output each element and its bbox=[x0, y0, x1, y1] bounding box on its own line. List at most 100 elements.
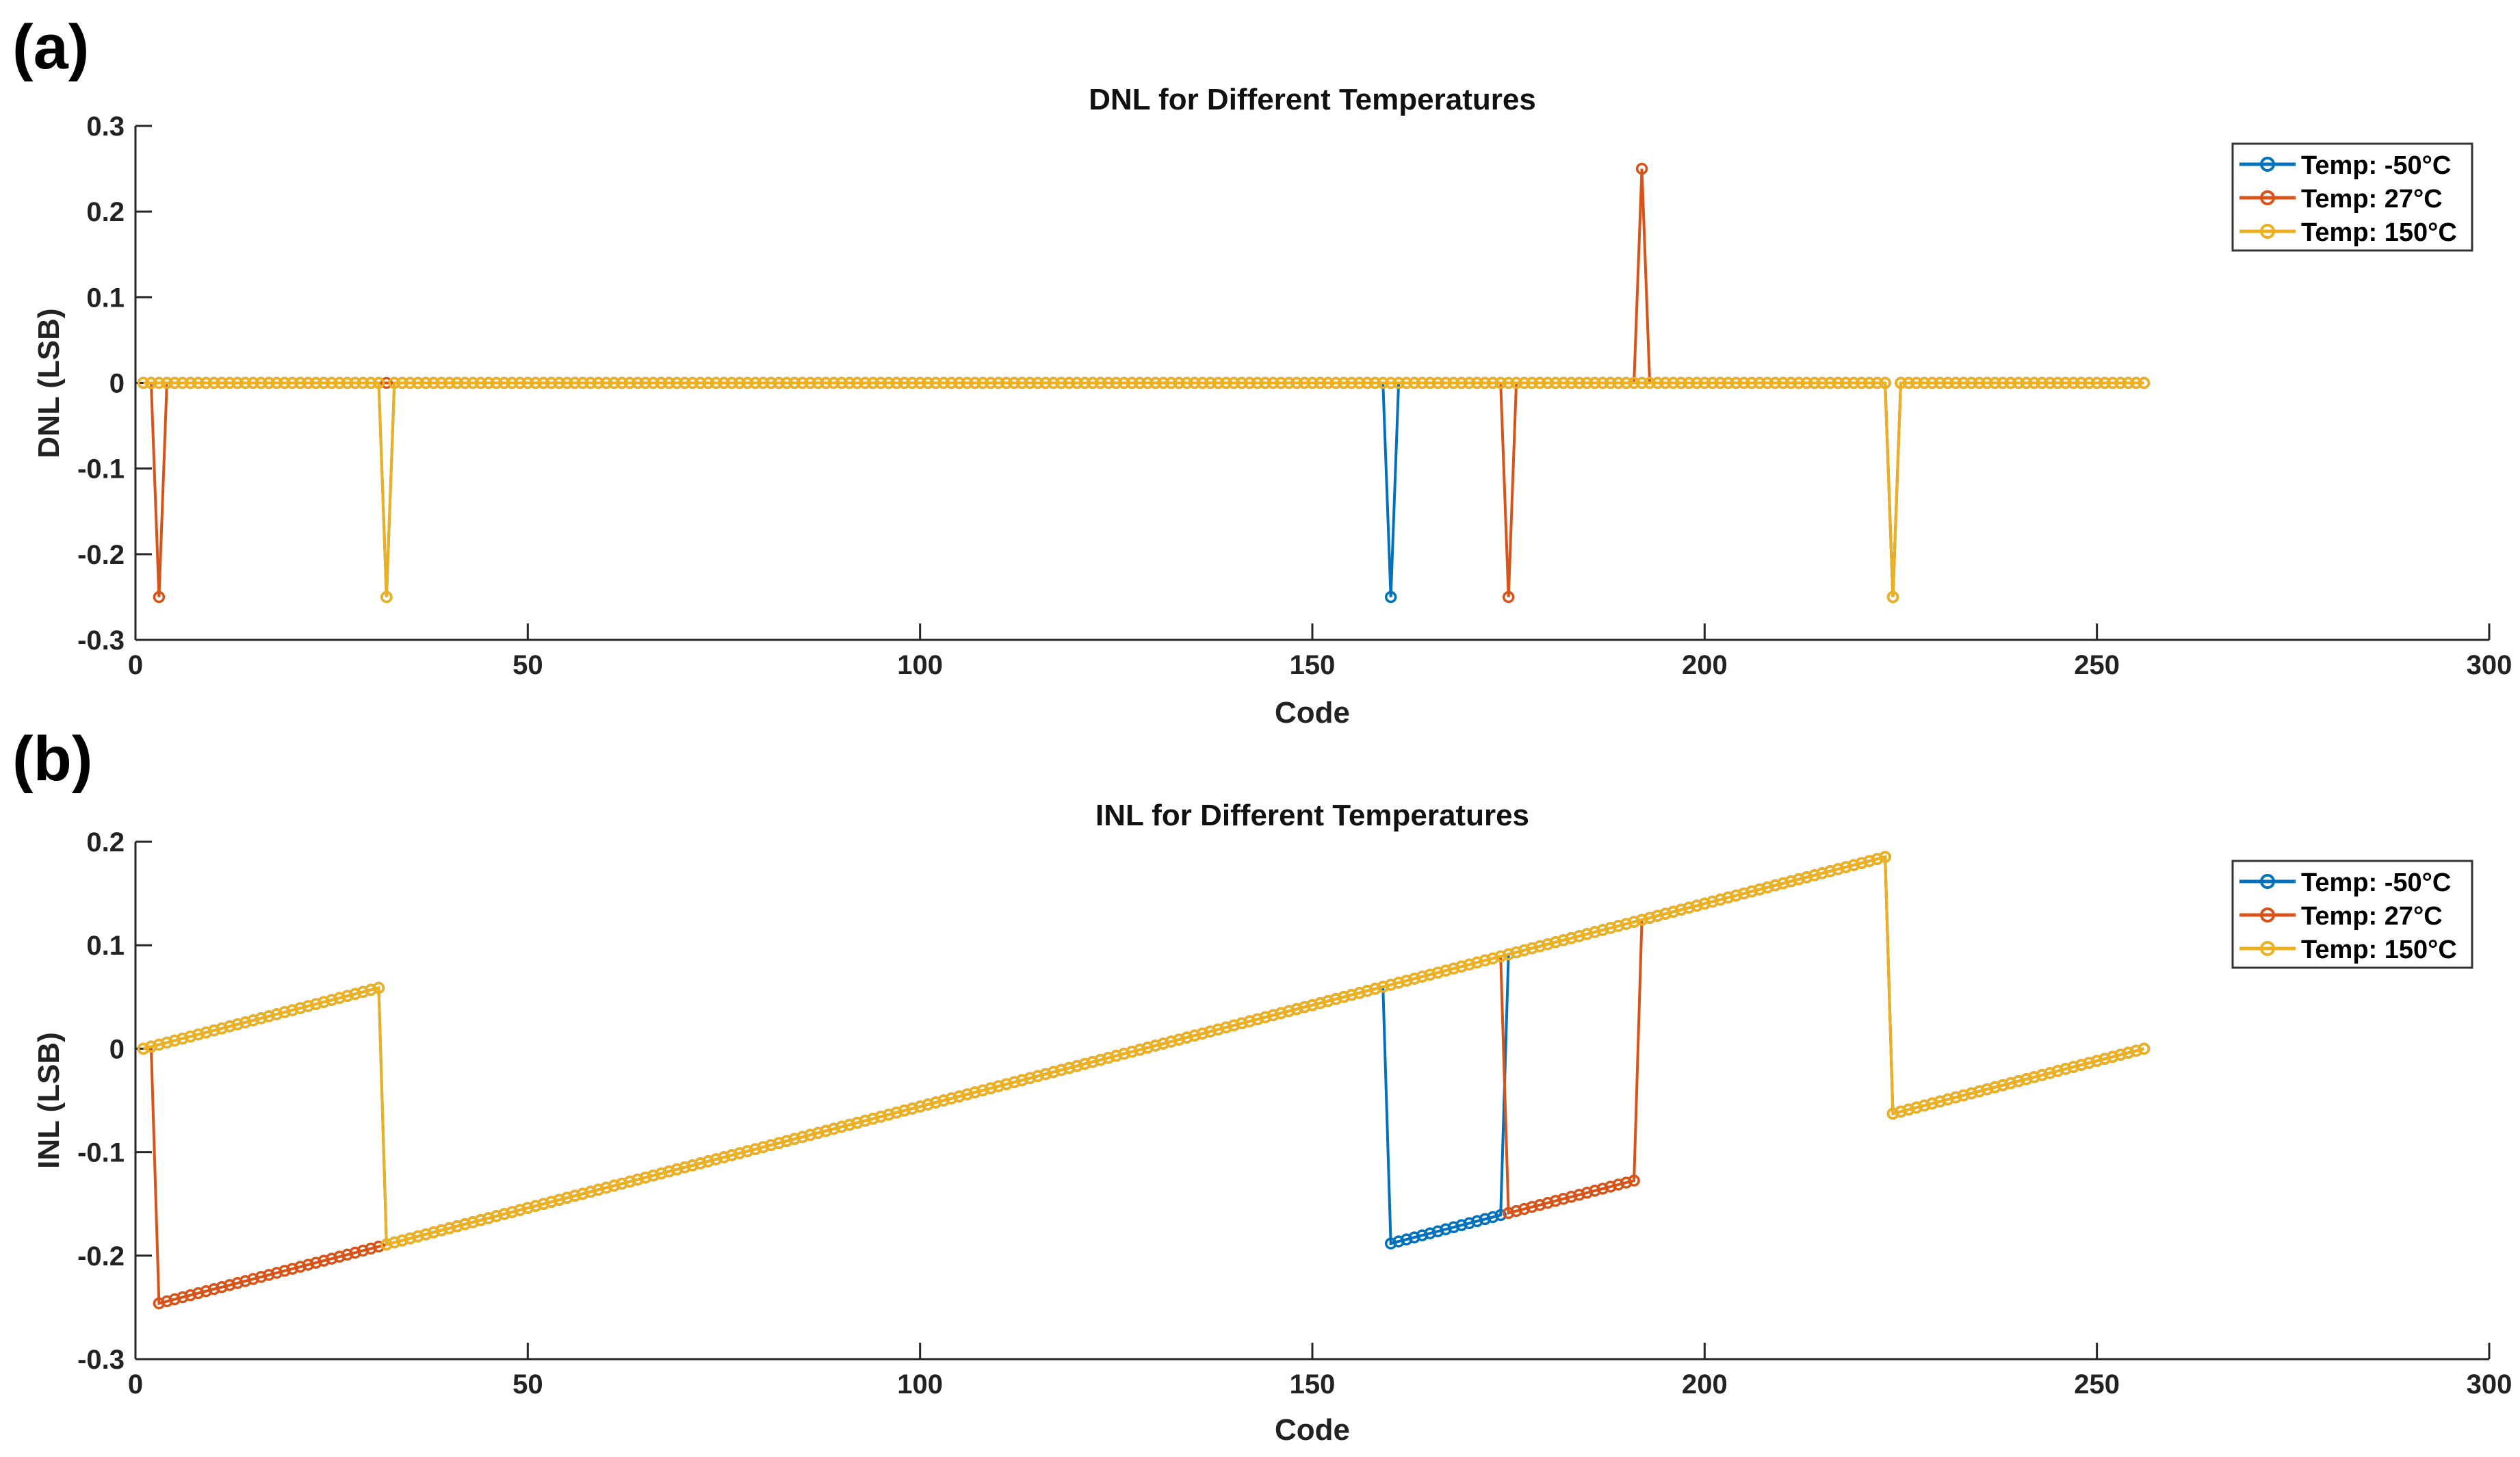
dnl-data-point bbox=[1847, 376, 1860, 389]
dnl-data-point bbox=[2138, 376, 2151, 389]
dnl-data-point bbox=[1816, 376, 1829, 389]
dnl-data-point bbox=[1251, 376, 1264, 389]
dnl-data-point bbox=[482, 376, 495, 389]
dnl-data-point bbox=[560, 376, 573, 389]
dnl-data-point bbox=[608, 376, 621, 389]
dnl-data-point bbox=[1714, 376, 1727, 389]
dnl-data-point bbox=[1416, 376, 1429, 389]
dnl-data-point bbox=[616, 376, 628, 389]
dnl-data-point bbox=[1533, 376, 1546, 389]
dnl-data-point bbox=[1463, 376, 1476, 389]
dnl-data-point bbox=[404, 376, 417, 389]
dnl-data-point bbox=[945, 376, 958, 389]
dnl-data-point bbox=[1659, 376, 1672, 389]
dnl-data-point bbox=[1988, 376, 2001, 389]
inl-data-point bbox=[2138, 1042, 2151, 1055]
dnl-data-point bbox=[1502, 591, 1515, 604]
dnl-data-point bbox=[757, 376, 770, 389]
dnl-series-2 bbox=[137, 376, 2151, 604]
inl-y-tick-label: -0.2 bbox=[77, 1241, 125, 1272]
dnl-data-point bbox=[1518, 376, 1531, 389]
dnl-data-point bbox=[1753, 376, 1766, 389]
dnl-data-point bbox=[1808, 376, 1821, 389]
dnl-data-point bbox=[1730, 376, 1742, 389]
dnl-data-point bbox=[506, 376, 519, 389]
dnl-data-point bbox=[1494, 376, 1507, 389]
dnl-data-point bbox=[521, 376, 534, 389]
dnl-data-point bbox=[1510, 376, 1522, 389]
dnl-data-point bbox=[1267, 376, 1280, 389]
dnl-data-point bbox=[1722, 376, 1735, 389]
inl-chart-title: INL for Different Temperatures bbox=[1095, 799, 1529, 832]
dnl-legend-label: Temp: 27°C bbox=[2301, 185, 2443, 214]
dnl-data-point bbox=[1542, 376, 1554, 389]
dnl-data-point bbox=[270, 376, 283, 389]
dnl-data-point bbox=[1644, 376, 1656, 389]
dnl-data-point bbox=[859, 376, 872, 389]
dnl-data-point bbox=[1502, 376, 1515, 389]
dnl-data-point bbox=[1243, 376, 1256, 389]
inl-series-2 bbox=[137, 851, 2151, 1251]
inl-y-tick-label: -0.3 bbox=[77, 1345, 125, 1375]
dnl-data-point bbox=[1651, 376, 1664, 389]
dnl-legend-marker-icon bbox=[2260, 224, 2275, 239]
dnl-data-point bbox=[592, 376, 605, 389]
dnl-data-point bbox=[1745, 376, 1758, 389]
dnl-data-point bbox=[2044, 376, 2056, 389]
dnl-data-point bbox=[1965, 376, 1977, 389]
inl-chart: INL for Different Temperatures Code INL … bbox=[32, 799, 2512, 1447]
dnl-legend: Temp: -50°C Temp: 27°C Temp: 150°C bbox=[2231, 142, 2473, 252]
dnl-data-point bbox=[1675, 376, 1687, 389]
dnl-data-point bbox=[161, 376, 173, 389]
dnl-data-point bbox=[2090, 376, 2103, 389]
dnl-data-point bbox=[1087, 376, 1099, 389]
dnl-data-point bbox=[1886, 591, 1899, 604]
dnl-data-point bbox=[1635, 376, 1648, 389]
dnl-data-point bbox=[239, 376, 252, 389]
dnl-data-point bbox=[530, 376, 542, 389]
dnl-data-point bbox=[474, 376, 487, 389]
dnl-data-point bbox=[1942, 376, 1954, 389]
dnl-data-point bbox=[443, 376, 456, 389]
dnl-data-point bbox=[1259, 376, 1271, 389]
dnl-y-tick-label: -0.3 bbox=[77, 626, 125, 656]
dnl-data-point bbox=[1431, 376, 1444, 389]
inl-legend-marker-icon bbox=[2260, 941, 2275, 956]
dnl-data-point bbox=[1212, 376, 1225, 389]
dnl-data-point bbox=[1290, 376, 1303, 389]
dnl-data-point bbox=[231, 376, 244, 389]
dnl-data-point bbox=[200, 376, 212, 389]
dnl-data-point bbox=[1227, 376, 1240, 389]
inl-y-tick-label: 0.2 bbox=[86, 827, 125, 858]
dnl-data-point bbox=[2028, 376, 2040, 389]
dnl-data-point bbox=[1133, 376, 1146, 389]
dnl-data-point bbox=[922, 376, 934, 389]
dnl-data-point bbox=[1698, 376, 1711, 389]
dnl-data-point bbox=[985, 376, 997, 389]
dnl-data-point bbox=[694, 376, 707, 389]
dnl-data-point bbox=[168, 376, 181, 389]
dnl-data-point bbox=[1604, 376, 1617, 389]
dnl-data-point bbox=[1589, 376, 1601, 389]
inl-x-tick-label: 50 bbox=[512, 1369, 543, 1400]
dnl-data-point bbox=[1895, 376, 1907, 389]
dnl-data-point bbox=[1063, 376, 1076, 389]
dnl-data-point bbox=[1392, 376, 1405, 389]
dnl-data-point bbox=[1400, 376, 1413, 389]
dnl-y-tick-label: 0 bbox=[109, 369, 125, 399]
inl-y-tick-label: -0.1 bbox=[77, 1138, 125, 1168]
dnl-data-point bbox=[341, 376, 354, 389]
dnl-x-tick-label: 150 bbox=[1290, 650, 1336, 680]
dnl-data-point bbox=[851, 376, 863, 389]
dnl-data-point bbox=[835, 376, 848, 389]
dnl-data-point bbox=[1910, 376, 1923, 389]
dnl-data-point bbox=[2099, 376, 2111, 389]
dnl-x-tick-label: 300 bbox=[2467, 650, 2512, 680]
dnl-data-point bbox=[1596, 376, 1609, 389]
dnl-data-point bbox=[1008, 376, 1021, 389]
inl-x-tick-label: 150 bbox=[1290, 1369, 1336, 1400]
dnl-data-point bbox=[929, 376, 942, 389]
dnl-data-point bbox=[1824, 376, 1836, 389]
inl-series-1 bbox=[137, 851, 2151, 1310]
